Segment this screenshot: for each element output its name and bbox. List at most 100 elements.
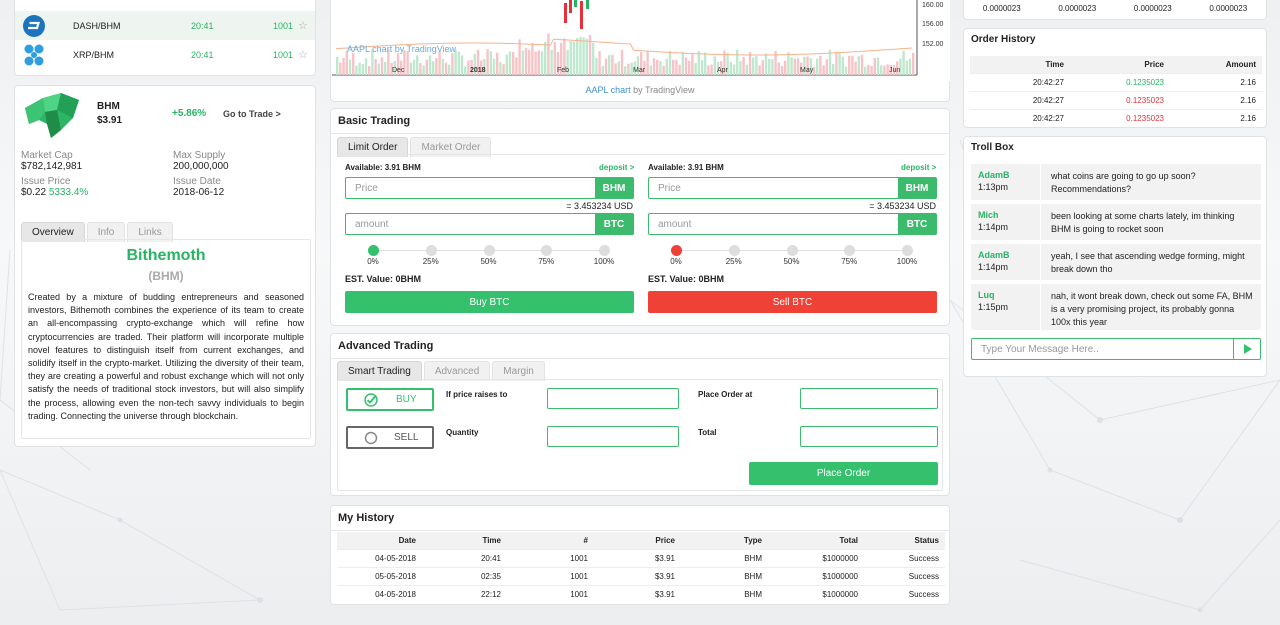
tab-overview[interactable]: Overview bbox=[21, 222, 85, 242]
coin-ticker: (BHM) bbox=[148, 269, 184, 283]
buy-deposit-link[interactable]: deposit > bbox=[599, 163, 635, 172]
sell-toggle[interactable]: SELL bbox=[346, 426, 434, 449]
chat-user[interactable]: AdamB bbox=[978, 170, 1010, 180]
sell-amount-input[interactable] bbox=[649, 214, 936, 234]
volume-bar bbox=[832, 63, 835, 75]
buy-available: Available: 3.91 BHM bbox=[345, 163, 421, 172]
order-history-table: Time Price Amount 20:42:27 0.1235023 2.1… bbox=[970, 56, 1262, 127]
chat-user[interactable]: Mich bbox=[978, 210, 999, 220]
slider-step-2[interactable] bbox=[786, 245, 798, 256]
sell-price-input[interactable] bbox=[649, 178, 936, 198]
volume-bar bbox=[441, 59, 444, 75]
volume-bar bbox=[780, 66, 784, 75]
send-button[interactable] bbox=[1233, 339, 1260, 359]
slider-step-2[interactable] bbox=[483, 245, 495, 256]
volume-bar bbox=[454, 49, 457, 75]
chat-message: Mich 1:14pm been looking at some charts l… bbox=[971, 204, 1261, 240]
chat-time: 1:14pm bbox=[978, 262, 1009, 272]
chat-user[interactable]: AdamB bbox=[978, 250, 1010, 260]
buy-btc-button[interactable]: Buy BTC bbox=[345, 291, 634, 313]
table-row[interactable]: 04-05-2018 20:41 1001 $3.91 BHM $1000000… bbox=[337, 549, 945, 568]
go-to-trade-link[interactable]: Go to Trade > bbox=[223, 109, 281, 119]
sell-deposit-link[interactable]: deposit > bbox=[901, 163, 937, 172]
volume-bar bbox=[476, 49, 480, 75]
chat-input-field[interactable] bbox=[971, 338, 1261, 360]
buy-toggle[interactable]: BUY bbox=[346, 388, 434, 411]
buy-price-field[interactable]: BHM bbox=[345, 177, 634, 199]
volume-bar bbox=[547, 33, 550, 75]
buy-percent-slider[interactable]: 0% 25% 50% 75% 100% bbox=[345, 245, 634, 269]
volume-bar bbox=[582, 37, 585, 75]
volume-bar bbox=[496, 52, 499, 75]
tab-info[interactable]: Info bbox=[86, 222, 126, 242]
volume-bar bbox=[544, 42, 547, 75]
slider-step-1[interactable] bbox=[728, 245, 740, 256]
y-label-156: 156.00 bbox=[922, 21, 944, 28]
volume-bar bbox=[902, 50, 905, 75]
coin-row-xrp[interactable]: XRP/BHM 20:41 1001 ☆ bbox=[15, 40, 315, 69]
place-order-at-input[interactable] bbox=[800, 388, 938, 409]
table-row[interactable]: 20:42:27 0.1235023 2.16 bbox=[970, 109, 1262, 127]
tab-smart-trading[interactable]: Smart Trading bbox=[337, 361, 422, 381]
volume-bar bbox=[390, 62, 393, 75]
slider-step-3[interactable] bbox=[844, 245, 856, 256]
slider-step-3[interactable] bbox=[541, 245, 553, 256]
volume-bar bbox=[640, 52, 643, 75]
sell-percent-slider[interactable]: 0% 25% 50% 75% 100% bbox=[648, 245, 937, 269]
tab-market-order[interactable]: Market Order bbox=[410, 137, 492, 157]
chat-message-input[interactable] bbox=[972, 339, 1234, 359]
chat-user[interactable]: Luq bbox=[978, 290, 995, 300]
volume-bar bbox=[412, 59, 416, 75]
sell-price-field[interactable]: BHM bbox=[648, 177, 937, 199]
smart-trading-form: BUY SELL If price raises to Place Order … bbox=[337, 379, 943, 491]
bithemoth-logo bbox=[25, 93, 79, 138]
coin-time: 20:41 bbox=[191, 49, 214, 60]
slider-step-4[interactable] bbox=[902, 245, 913, 256]
slider-step-0[interactable] bbox=[368, 245, 379, 256]
table-row[interactable]: 05-05-2018 02:35 1001 $3.91 BHM $1000000… bbox=[337, 567, 945, 586]
col-total: Total bbox=[768, 532, 864, 550]
table-row[interactable]: 04-05-2018 22:12 1001 $3.91 BHM $1000000… bbox=[337, 585, 945, 603]
tab-links[interactable]: Links bbox=[127, 222, 173, 242]
table-row[interactable]: 20:42:27 0.1235023 2.16 bbox=[970, 91, 1262, 110]
tab-margin[interactable]: Margin bbox=[492, 361, 545, 381]
place-order-button[interactable]: Place Order bbox=[749, 462, 938, 485]
buy-amount-input[interactable] bbox=[346, 214, 633, 234]
buy-price-input[interactable] bbox=[346, 178, 633, 198]
coin-row-dash[interactable]: DASH/BHM 20:41 1001 ☆ bbox=[15, 11, 315, 40]
chart-footer-link[interactable]: AAPL chart bbox=[585, 85, 631, 95]
cell-status: Success bbox=[864, 549, 945, 568]
volume-bar bbox=[550, 49, 553, 75]
chart-footer[interactable]: AAPL chart by TradingView bbox=[331, 85, 949, 95]
buy-amount-field[interactable]: BTC bbox=[345, 213, 634, 235]
quantity-input[interactable] bbox=[547, 426, 679, 447]
x-label-jun: Jun bbox=[889, 67, 900, 74]
col-status: Status bbox=[864, 532, 945, 550]
tab-limit-order[interactable]: Limit Order bbox=[337, 137, 409, 157]
table-row[interactable]: 20:42:27 0.1235023 2.16 bbox=[970, 73, 1262, 92]
sell-btc-button[interactable]: Sell BTC bbox=[648, 291, 937, 313]
total-input[interactable] bbox=[800, 426, 938, 447]
volume-bar bbox=[531, 43, 534, 75]
volume-bar bbox=[684, 57, 688, 75]
slider-step-1[interactable] bbox=[425, 245, 437, 256]
sell-amount-field[interactable]: BTC bbox=[648, 213, 937, 235]
volume-bar bbox=[588, 34, 592, 75]
dash-icon bbox=[23, 14, 45, 37]
sell-conversion: = 3.453234 USD bbox=[869, 201, 936, 211]
star-icon[interactable]: ☆ bbox=[298, 49, 308, 61]
coin-info-tabs: Overview Info Links bbox=[21, 222, 173, 242]
volume-bar bbox=[620, 49, 624, 75]
volume-bar bbox=[480, 60, 483, 75]
slider-step-0[interactable] bbox=[671, 245, 682, 256]
volume-bar bbox=[553, 42, 556, 75]
if-price-input[interactable] bbox=[547, 388, 679, 409]
col-number: # bbox=[507, 532, 594, 550]
max-supply-value: 200,000,000 bbox=[173, 161, 229, 172]
volume-bar bbox=[624, 66, 627, 75]
slider-label: 75% bbox=[538, 257, 555, 266]
tab-advanced[interactable]: Advanced bbox=[423, 361, 491, 381]
star-icon[interactable]: ☆ bbox=[298, 20, 308, 32]
cell-number: 1001 bbox=[507, 549, 594, 568]
slider-step-4[interactable] bbox=[599, 245, 610, 256]
